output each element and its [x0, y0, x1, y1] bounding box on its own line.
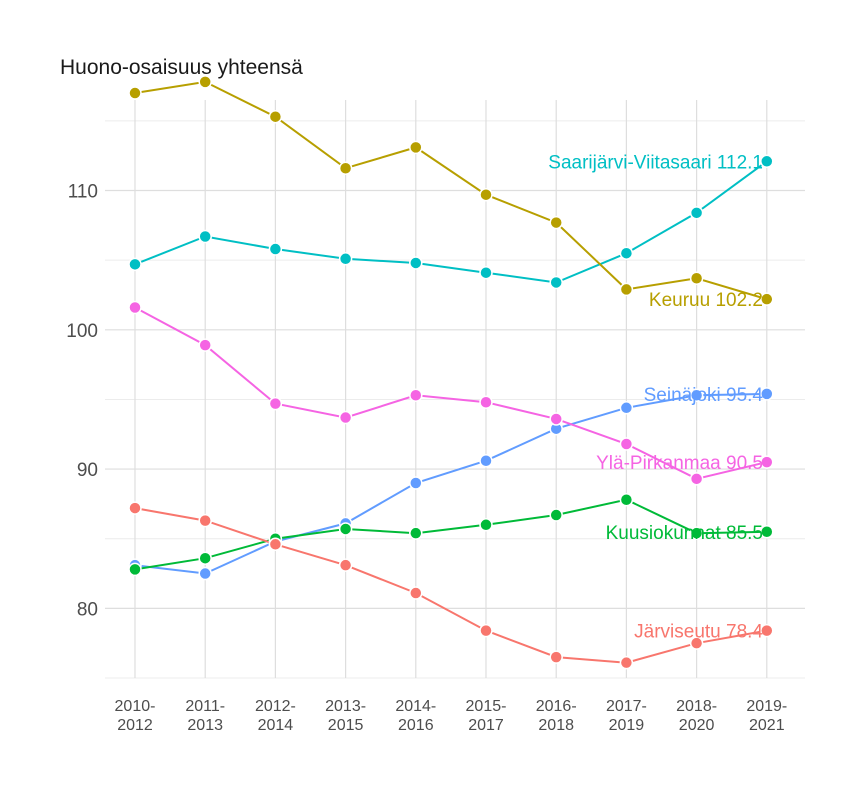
- data-point: [198, 551, 212, 565]
- data-point: [689, 271, 704, 286]
- data-point: [760, 387, 774, 401]
- data-point: [549, 215, 563, 230]
- data-point: [760, 525, 774, 539]
- data-point: [338, 161, 353, 175]
- data-point: [479, 265, 493, 280]
- data-point: [689, 526, 704, 540]
- data-point: [549, 275, 563, 290]
- data-point: [198, 229, 212, 244]
- data-point: [409, 256, 423, 270]
- series-end-label: Kuusiokunnat 85.5: [606, 523, 763, 544]
- data-point: [198, 338, 212, 352]
- data-point: [689, 636, 704, 650]
- data-point: [409, 586, 423, 600]
- x-axis-ticks: 2010-2012 2011-2013 2012-2014 2013-2015 2014…: [115, 698, 788, 734]
- data-point: [479, 187, 493, 202]
- data-point: [479, 518, 493, 532]
- x-tick-label: 2015-2017: [466, 698, 507, 734]
- series-end-labels: Saarijärvi-Viitasaari 112.1 Keuruu 102.2 S…: [548, 152, 763, 642]
- y-tick-label: 90: [77, 460, 98, 481]
- y-tick-label: 110: [68, 182, 98, 203]
- data-point: [409, 526, 423, 540]
- data-point: [338, 410, 353, 425]
- data-point: [268, 537, 283, 552]
- series-line: [134, 507, 767, 664]
- data-point: [128, 300, 142, 315]
- data-point: [479, 453, 493, 468]
- y-tick-label: 100: [66, 321, 98, 342]
- x-tick-label: 2017-2019: [606, 698, 647, 734]
- data-point: [338, 558, 353, 572]
- series-points: [128, 75, 774, 670]
- data-point: [198, 513, 212, 528]
- x-tick-label: 2013-2015: [325, 698, 366, 734]
- series-line: [134, 160, 768, 284]
- series-line: [134, 498, 767, 571]
- data-point: [619, 282, 634, 297]
- y-axis-ticks: 80 90 100 110: [66, 182, 98, 621]
- data-point: [619, 401, 634, 415]
- x-tick-label: 2016-2018: [536, 698, 577, 734]
- data-point: [549, 650, 563, 664]
- series-line: [134, 80, 768, 301]
- x-tick-label: 2018-2020: [676, 698, 717, 734]
- data-point: [128, 86, 142, 100]
- x-tick-label: 2011-2013: [185, 698, 225, 734]
- data-point: [549, 412, 563, 426]
- data-point: [689, 472, 704, 486]
- x-tick-label: 2012-2014: [255, 698, 296, 734]
- data-point: [338, 252, 353, 266]
- data-point: [128, 501, 142, 515]
- series-line: [134, 392, 767, 575]
- data-point: [619, 246, 634, 260]
- data-point: [409, 476, 423, 490]
- x-tick-label: 2014-2016: [395, 698, 436, 734]
- data-point: [198, 566, 212, 581]
- data-point: [689, 388, 704, 403]
- data-point: [268, 396, 283, 411]
- data-point: [760, 455, 774, 469]
- series-lines: [134, 80, 768, 664]
- data-point: [619, 492, 634, 507]
- chart-title: Huono-osaisuus yhteensä: [60, 56, 303, 79]
- data-point: [479, 623, 493, 638]
- data-point: [198, 75, 212, 89]
- data-point: [479, 395, 493, 409]
- data-point: [760, 292, 774, 306]
- data-point: [268, 109, 283, 124]
- data-point: [409, 140, 423, 155]
- series-end-label: Saarijärvi-Viitasaari 112.1: [548, 152, 763, 173]
- series-end-label: Järviseutu 78.4: [634, 622, 763, 643]
- data-point: [549, 508, 563, 522]
- y-tick-label: 80: [77, 599, 98, 620]
- data-point: [128, 562, 142, 577]
- series-end-label: Ylä-Pirkanmaa 90.5: [596, 453, 763, 474]
- data-point: [689, 206, 704, 220]
- data-point: [619, 655, 634, 670]
- data-point: [760, 623, 774, 638]
- data-point: [338, 522, 353, 536]
- x-tick-label: 2010-2012: [115, 698, 156, 734]
- x-tick-label: 2019-2021: [746, 698, 787, 734]
- series-line: [134, 306, 768, 480]
- data-point: [409, 388, 423, 403]
- data-point: [268, 242, 283, 256]
- series-end-label: Keuruu 102.2: [649, 290, 763, 311]
- data-point: [128, 257, 142, 272]
- data-point: [619, 437, 634, 451]
- series-end-label: Seinäjoki 95.4: [644, 385, 764, 406]
- data-point: [760, 154, 774, 169]
- gridlines: [105, 100, 805, 679]
